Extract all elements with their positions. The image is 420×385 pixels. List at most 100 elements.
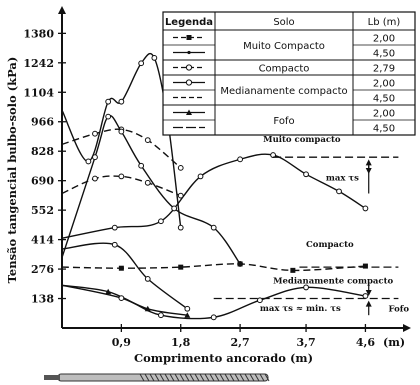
anchor-rod-thread [139,373,145,382]
data-point [303,284,309,291]
legend-marker [185,64,193,71]
legend-solo: Fofo [273,116,294,127]
legend-header-solo: Solo [273,17,294,28]
data-point [171,205,178,212]
x-tick-label: 1,8 [171,336,190,349]
x-tick-label: 2,7 [231,336,250,349]
anchor-rod-thread [234,373,240,382]
y-tick-label: 552 [31,204,54,217]
annotation-max-min: max τs ≈ min. τs [260,304,341,314]
data-point [105,98,112,105]
series-8 [61,284,369,321]
arrow-icon [365,300,372,307]
anchor-rod-thread [174,373,180,382]
plot-marks: Muito compacto max τs Compacto Medianamente… [61,52,410,321]
anchor-rod-thread [209,373,215,382]
y-tick-label: 690 [31,175,54,188]
legend-box [162,11,416,136]
x-axis-arrow-icon [403,324,411,332]
data-point [290,267,296,273]
series-3 [61,173,184,199]
x-axis-label: Comprimento ancorado (m) [134,351,313,365]
data-point [138,162,145,169]
y-tick-label: 1242 [23,57,54,70]
legend-solo: Muito Compacto [243,41,325,52]
legend-lb-value: 4,50 [373,94,395,105]
legend-marker [186,109,192,115]
data-point [158,218,164,225]
legend-lb-value: 4,50 [373,124,395,135]
data-point [336,188,342,195]
data-point [151,55,158,61]
data-point [237,156,243,163]
series-6 [61,241,191,312]
annotation-muito-compacto: Muito compacto [263,135,341,145]
data-point [118,128,125,135]
annotation-compacto: Compacto [306,240,354,250]
data-point [177,224,184,231]
data-point [158,312,164,319]
anchor-rod-thread [159,373,165,382]
anchor-rod-image [44,373,270,382]
anchor-rod-thread [164,373,170,382]
legend-lb-value: 2,79 [373,64,395,75]
anchor-rod-thread [264,373,270,382]
annotation-fofo: Fofo [389,304,410,314]
data-point [138,60,145,67]
data-point [237,261,243,267]
axes: 138 276 414 552 690 828 966 1104 1242 1380 0,9 1,8 2… [5,6,411,365]
data-point [111,224,118,231]
arrow-icon [365,289,372,296]
anchor-rod-thread [199,373,205,382]
legend-marker [185,79,193,86]
anchor-rod-thread [214,373,220,382]
series-4 [61,113,243,267]
annotation-max-ts: max τs [326,174,359,184]
x-tick-label: 0,9 [112,336,131,349]
legend: Legenda Solo Lb (m) Muito Compacto 2,00 4,50 C… [162,11,416,136]
data-point [118,98,125,105]
data-point [184,305,191,312]
data-point [362,263,368,269]
data-point [92,154,98,161]
y-tick-label: 276 [31,263,54,276]
series-7 [61,284,191,318]
data-point [144,179,151,186]
data-point [111,241,118,248]
data-point [92,130,98,137]
legend-header-lb: Lb (m) [368,17,401,28]
anchor-rod-thread [259,373,265,382]
anchor-rod-tip [44,375,60,380]
x-unit-label: (m) [383,336,405,349]
anchor-rod-thread [239,373,245,382]
anchor-rod-thread [249,373,255,382]
legend-marker [187,50,191,55]
anchor-rod-thread [229,373,235,382]
data-point [362,205,369,212]
anchor-rod-thread [254,373,260,382]
data-point [303,171,309,178]
y-axis-label: Tensão tangencial bulbo-solo (kPa) [5,57,19,284]
anchor-rod-thread [204,373,210,382]
series-line [61,115,241,265]
data-point [184,312,191,318]
data-point [210,224,217,231]
legend-lb-value: 2,00 [373,109,395,120]
data-point [144,275,151,282]
data-point [92,175,98,182]
data-point [105,113,112,120]
x-tick-label: 3,7 [296,336,315,349]
data-point [197,173,204,180]
data-point [118,173,125,180]
anchor-rod-thread [184,373,190,382]
legend-marker [186,35,192,40]
anchor-rod-thread [219,373,225,382]
anchor-rod-thread [169,373,175,382]
legend-solo: Compacto [259,64,310,75]
anchor-rod-thread [244,373,250,382]
data-point [105,288,112,295]
legend-lb-value: 2,00 [373,34,395,45]
legend-lb-value: 2,00 [373,79,395,90]
data-point [210,314,217,321]
